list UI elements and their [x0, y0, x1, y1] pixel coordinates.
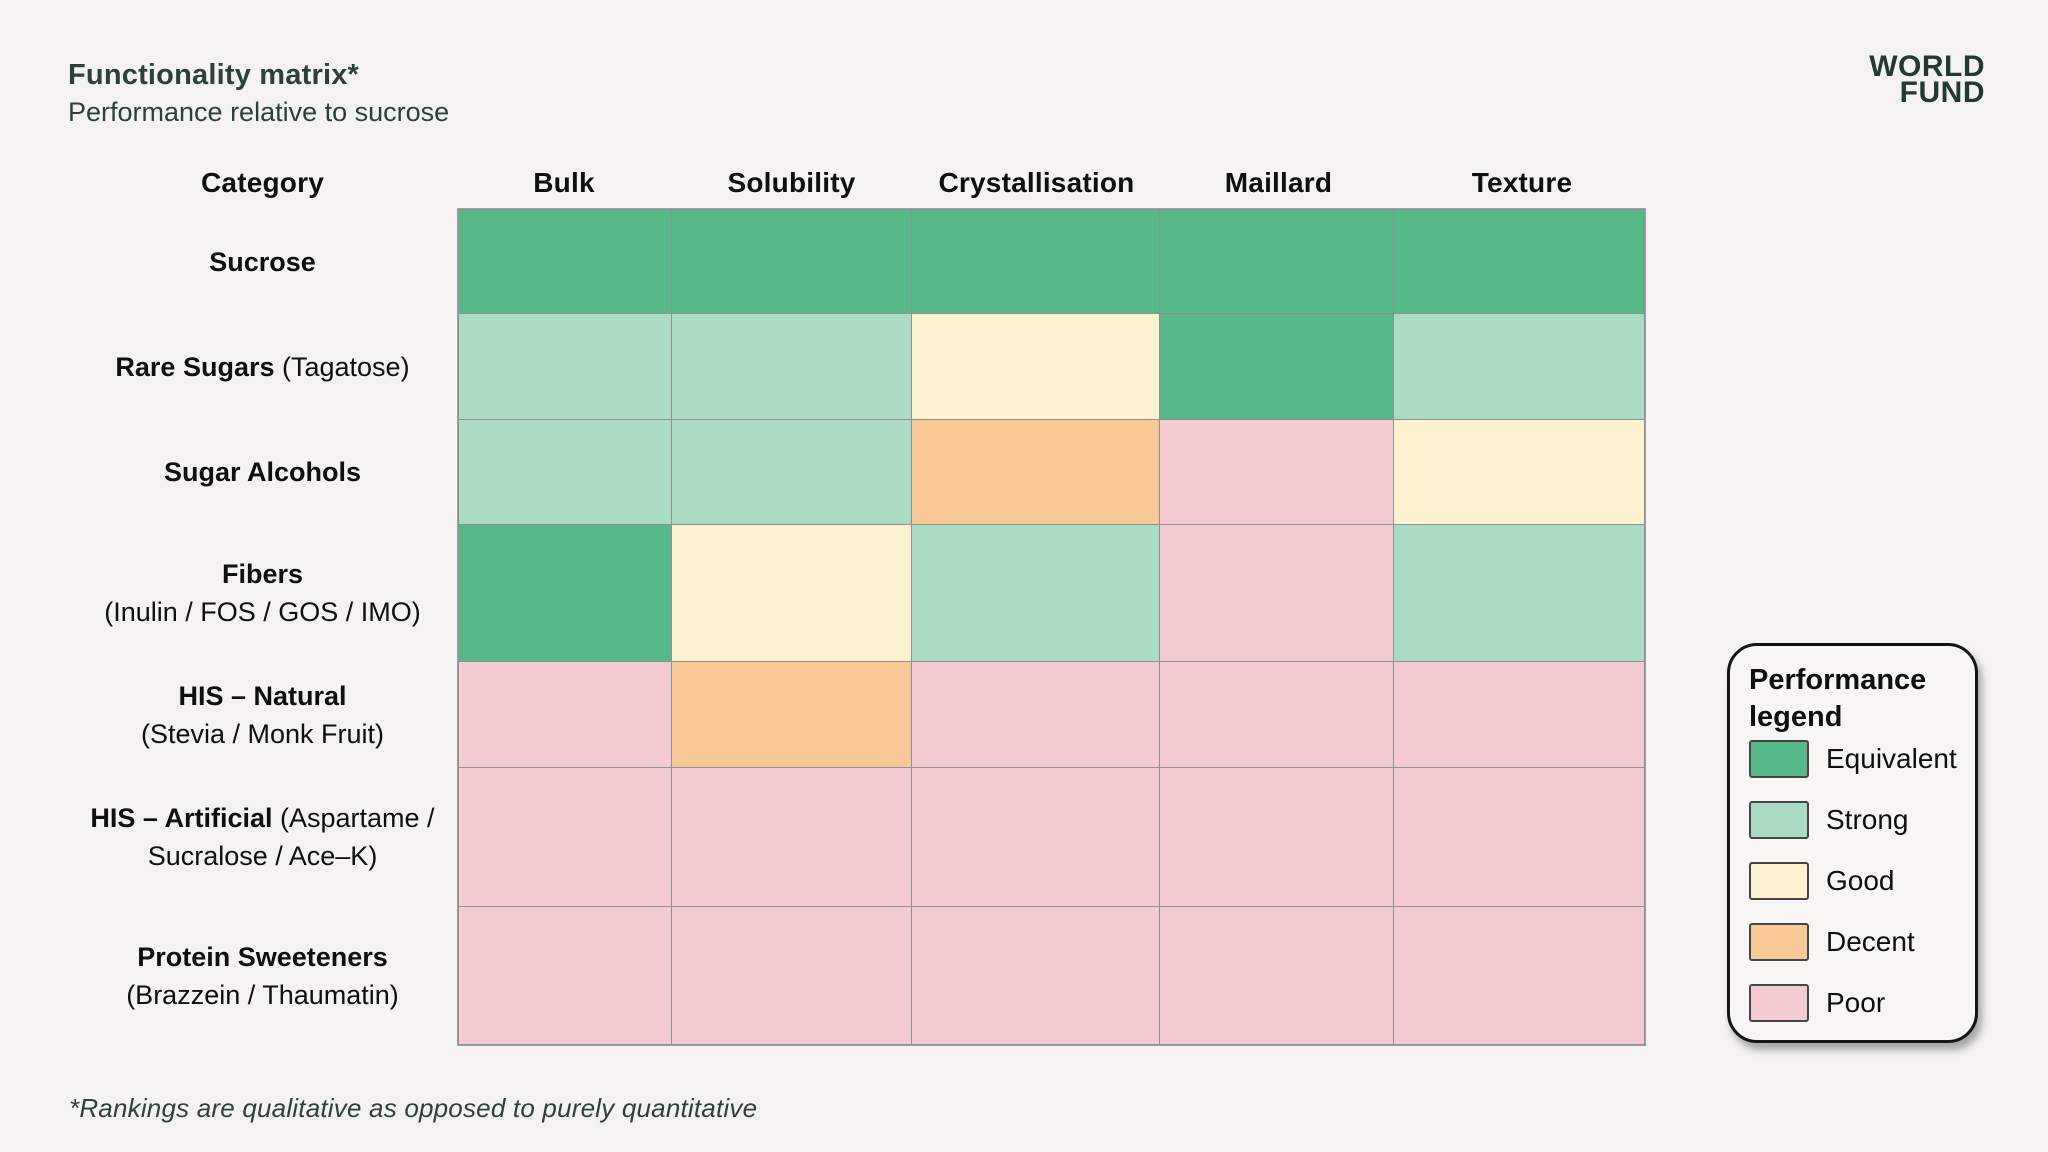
row-label-rare-sugars: Rare Sugars (Tagatose): [68, 314, 457, 419]
column-header-bulk: Bulk: [533, 167, 595, 198]
column-header-crystallisation: Crystallisation: [938, 167, 1135, 198]
legend-item-strong: Strong: [1749, 801, 1956, 839]
row-label-detail: (Aspartame / Sucralose / Ace–K): [147, 803, 435, 871]
legend-label: Poor: [1826, 987, 1886, 1018]
legend-label: Equivalent: [1826, 743, 1957, 774]
cell-sugar-alcohols-solubility: [672, 420, 911, 524]
cell-fibers-texture: [1394, 525, 1644, 661]
column-header-texture: Texture: [1471, 167, 1573, 198]
cell-fibers-crystallisation: [912, 525, 1159, 661]
title-block: Functionality matrix* Performance relati…: [68, 58, 449, 128]
row-label-fibers: Fibers (Inulin / FOS / GOS / IMO): [68, 525, 457, 661]
legend-label: Good: [1826, 865, 1895, 896]
legend-swatch-decent: [1749, 923, 1809, 961]
legend-title-line1: Performance: [1749, 664, 1927, 696]
cell-his-artificial-texture: [1394, 768, 1644, 906]
cell-fibers-maillard: [1160, 525, 1393, 661]
legend-item-good: Good: [1749, 862, 1956, 900]
row-label-bold: Protein Sweeteners: [137, 941, 388, 972]
legend-items: Equivalent Strong Good Decent Poor: [1749, 740, 1957, 1022]
cell-protein-sweeteners-maillard: [1160, 907, 1393, 1044]
cell-rare-sugars-maillard: [1160, 314, 1393, 419]
row-label-his-artificial: HIS – Artificial (Aspartame / Sucralose …: [68, 768, 457, 906]
legend-swatch-equivalent: [1749, 740, 1809, 778]
row-label-bold: Fibers: [221, 559, 304, 589]
row-label-sugar-alcohols: Sugar Alcohols: [68, 420, 457, 524]
cell-his-artificial-maillard: [1160, 768, 1393, 906]
page-title: Functionality matrix*: [68, 59, 360, 91]
cell-sugar-alcohols-bulk: [459, 420, 671, 524]
cell-his-natural-bulk: [459, 662, 671, 767]
cell-rare-sugars-crystallisation: [912, 314, 1159, 419]
row-label-detail: (Inulin / FOS / GOS / IMO): [104, 597, 421, 627]
legend-label: Decent: [1826, 926, 1915, 957]
legend-swatch-strong: [1749, 801, 1809, 839]
cell-sucrose-maillard: [1160, 210, 1393, 313]
cell-sugar-alcohols-crystallisation: [912, 420, 1159, 524]
cell-sucrose-texture: [1394, 210, 1644, 313]
column-header-maillard: Maillard: [1224, 167, 1333, 198]
matrix-header-row: Category Bulk Solubility Crystallisation Ma…: [68, 163, 1648, 208]
cell-sucrose-solubility: [672, 210, 911, 313]
row-label-protein-sweeteners: Protein Sweeteners (Brazzein / Thaumatin): [68, 907, 457, 1044]
cell-fibers-bulk: [459, 525, 671, 661]
row-label-bold: HIS – Natural: [178, 680, 347, 711]
cell-his-artificial-solubility: [672, 768, 911, 906]
cell-his-artificial-bulk: [459, 768, 671, 906]
page-subtitle: Performance relative to sucrose: [68, 97, 450, 127]
cell-rare-sugars-solubility: [672, 314, 911, 419]
cell-sucrose-bulk: [459, 210, 671, 313]
cell-his-natural-maillard: [1160, 662, 1393, 767]
cell-fibers-solubility: [672, 525, 911, 661]
legend-item-decent: Decent: [1749, 923, 1956, 961]
row-label-bold: Sugar Alcohols: [163, 457, 362, 487]
row-label-bold: HIS – Artificial: [90, 803, 273, 833]
row-label-bold: Sucrose: [209, 246, 316, 277]
cell-sugar-alcohols-texture: [1394, 420, 1644, 524]
legend-label: Strong: [1826, 804, 1909, 835]
cell-rare-sugars-bulk: [459, 314, 671, 419]
cell-protein-sweeteners-texture: [1394, 907, 1644, 1044]
cell-his-natural-solubility: [672, 662, 911, 767]
cell-sugar-alcohols-maillard: [1160, 420, 1393, 524]
row-label-bold: Rare Sugars: [115, 351, 275, 382]
footnote: *Rankings are qualitative as opposed to …: [69, 1093, 758, 1123]
row-label-detail: (Stevia / Monk Fruit): [140, 718, 385, 749]
cell-protein-sweeteners-bulk: [459, 907, 671, 1044]
legend-item-poor: Poor: [1749, 984, 1956, 1022]
cell-protein-sweeteners-crystallisation: [912, 907, 1159, 1044]
world-fund-logo: WORLD FUND: [1869, 50, 1985, 109]
legend-swatch-good: [1749, 862, 1809, 900]
legend-swatch-poor: [1749, 984, 1809, 1022]
cell-his-natural-texture: [1394, 662, 1644, 767]
cell-his-natural-crystallisation: [912, 662, 1159, 767]
functionality-matrix: Category Bulk Solubility Crystallisation Ma…: [68, 163, 1648, 1046]
logo-line-fund: FUND: [1899, 76, 1985, 109]
column-header-solubility: Solubility: [727, 167, 856, 198]
row-label-detail: (Tagatose): [282, 351, 410, 382]
cell-rare-sugars-texture: [1394, 314, 1644, 419]
cell-sucrose-crystallisation: [912, 210, 1159, 313]
row-label-sucrose: Sucrose: [68, 210, 457, 313]
legend-item-equivalent: Equivalent: [1749, 740, 1957, 778]
column-header-category: Category: [201, 167, 324, 198]
row-labels-column: Sucrose Rare Sugars (Tagatose) Sugar Alcoh…: [68, 208, 457, 1046]
performance-legend: Performance legend Equivalent Strong Good D…: [1727, 643, 1978, 1043]
legend-title-line2: legend: [1749, 701, 1843, 733]
row-label-his-natural: HIS – Natural (Stevia / Monk Fruit): [68, 662, 457, 767]
cell-protein-sweeteners-solubility: [672, 907, 911, 1044]
row-label-detail: (Brazzein / Thaumatin): [126, 979, 399, 1010]
cell-his-artificial-crystallisation: [912, 768, 1159, 906]
logo-line-world: WORLD: [1869, 50, 1985, 83]
legend-title: Performance legend: [1749, 662, 1956, 736]
matrix-body: Sucrose Rare Sugars (Tagatose) Sugar Alcoh…: [68, 208, 1648, 1046]
matrix-cells-grid: [457, 208, 1646, 1046]
